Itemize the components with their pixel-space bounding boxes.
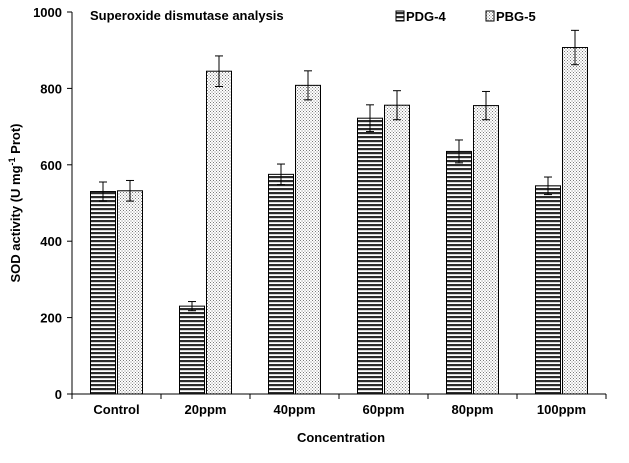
y-tick-label: 600 bbox=[40, 158, 62, 173]
x-tick-label: 60ppm bbox=[363, 402, 405, 417]
legend-swatch-pbg-5 bbox=[485, 10, 495, 22]
chart-title: Superoxide dismutase analysis bbox=[90, 8, 284, 23]
y-axis-ticks: 0 200 400 600 800 1000 bbox=[33, 5, 72, 402]
bar-pbg-5-80ppm bbox=[473, 105, 499, 395]
legend: PDG-4 PBG-5 bbox=[395, 9, 536, 24]
x-tick-label: 40ppm bbox=[274, 402, 316, 417]
y-tick-label: 0 bbox=[55, 387, 62, 402]
bar-pbg-5-control bbox=[117, 190, 143, 395]
x-tick-label: 80ppm bbox=[452, 402, 494, 417]
y-axis-title: SOD activity (U mg-1 Prot) bbox=[7, 124, 23, 283]
bar-pdg-4-80ppm bbox=[446, 150, 472, 395]
y-axis-title-suffix: Prot) bbox=[8, 124, 23, 158]
bar-pdg-4-60ppm bbox=[357, 117, 383, 395]
legend-label-pbg-5: PBG-5 bbox=[496, 9, 536, 24]
bar-pbg-5-60ppm bbox=[384, 104, 410, 395]
bar-pdg-4-20ppm bbox=[179, 305, 205, 395]
x-tick-label: 100ppm bbox=[537, 402, 586, 417]
y-tick-label: 400 bbox=[40, 234, 62, 249]
y-tick-label: 800 bbox=[40, 81, 62, 96]
bar-pdg-4-100ppm bbox=[535, 185, 561, 395]
bar-pdg-4-40ppm bbox=[268, 173, 294, 395]
legend-label-pdg-4: PDG-4 bbox=[406, 9, 447, 24]
legend-swatch-pdg-4 bbox=[395, 10, 405, 22]
plot-area bbox=[90, 29, 588, 395]
bar-pbg-5-100ppm bbox=[562, 47, 588, 395]
x-axis-ticks: Control 20ppm 40ppm 60ppm 80ppm 100ppm bbox=[71, 394, 607, 417]
y-tick-label: 200 bbox=[40, 311, 62, 326]
x-tick-label: Control bbox=[93, 402, 139, 417]
y-axis-title-sup: -1 bbox=[7, 157, 17, 165]
bar-pbg-5-40ppm bbox=[295, 84, 321, 395]
x-tick-label: 20ppm bbox=[185, 402, 227, 417]
y-tick-label: 1000 bbox=[33, 5, 62, 20]
y-axis-title-prefix: SOD activity (U mg bbox=[8, 165, 23, 282]
bar-pbg-5-20ppm bbox=[206, 70, 232, 395]
x-axis-title: Concentration bbox=[297, 430, 385, 445]
bar-pdg-4-control bbox=[90, 191, 116, 395]
